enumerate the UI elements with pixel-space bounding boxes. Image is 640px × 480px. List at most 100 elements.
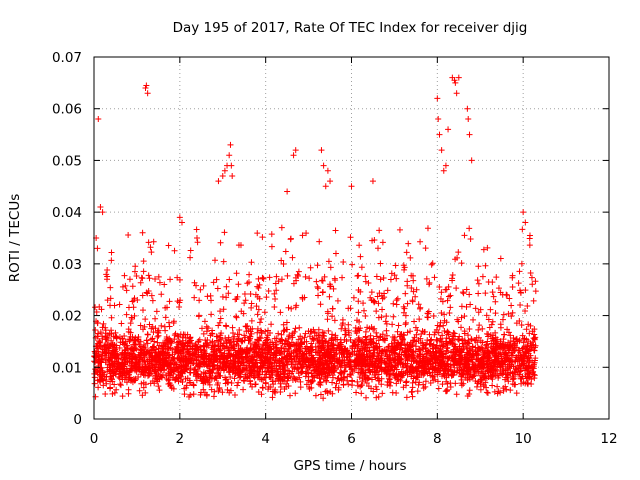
data-point: [484, 366, 491, 373]
data-point: [491, 388, 498, 395]
data-point: [483, 312, 490, 319]
data-point: [469, 359, 476, 366]
data-point: [411, 334, 418, 341]
data-point: [354, 328, 361, 335]
data-point: [377, 364, 384, 371]
data-point: [444, 348, 451, 355]
data-point: [215, 322, 222, 329]
data-point: [210, 359, 217, 366]
data-point: [94, 245, 101, 252]
data-point: [138, 380, 145, 387]
data-point: [248, 300, 255, 307]
data-point: [325, 353, 332, 360]
data-point: [402, 290, 409, 297]
data-point: [466, 391, 473, 398]
data-point: [508, 313, 515, 320]
data-point: [406, 367, 413, 374]
data-point: [346, 363, 353, 370]
data-point: [235, 363, 242, 370]
data-point: [476, 322, 483, 329]
data-point: [526, 235, 533, 242]
data-point: [289, 376, 296, 383]
data-point: [285, 382, 292, 389]
data-point: [104, 297, 111, 304]
data-point: [145, 272, 152, 279]
data-point: [144, 90, 151, 97]
data-point: [201, 318, 208, 325]
data-point: [399, 347, 406, 354]
data-point: [181, 343, 188, 350]
data-point: [484, 244, 491, 251]
data-point: [527, 352, 534, 359]
data-point: [424, 314, 431, 321]
data-point: [220, 306, 227, 313]
data-point: [463, 303, 470, 310]
data-point: [317, 349, 324, 356]
data-point: [391, 334, 398, 341]
data-point: [271, 303, 278, 310]
data-point: [302, 330, 309, 337]
data-point: [516, 318, 523, 325]
data-point: [138, 274, 145, 281]
data-point: [224, 386, 231, 393]
data-point: [223, 294, 230, 301]
data-point: [171, 247, 178, 254]
data-point: [382, 364, 389, 371]
data-point: [299, 295, 306, 302]
data-point: [201, 358, 208, 365]
data-point: [397, 360, 404, 367]
data-point: [341, 368, 348, 375]
data-point: [470, 371, 477, 378]
data-point: [295, 342, 302, 349]
data-point: [412, 293, 419, 300]
data-point: [123, 379, 130, 386]
data-point: [500, 385, 507, 392]
data-point: [354, 272, 361, 279]
data-point: [407, 254, 414, 261]
data-point: [429, 369, 436, 376]
data-point: [507, 387, 514, 394]
data-point: [187, 355, 194, 362]
data-point: [487, 306, 494, 313]
data-point: [126, 276, 133, 283]
data-point: [132, 337, 139, 344]
data-point: [154, 328, 161, 335]
data-point: [445, 126, 452, 133]
data-point: [420, 381, 427, 388]
data-point: [132, 377, 139, 384]
data-point: [287, 353, 294, 360]
data-point: [162, 314, 169, 321]
data-point: [449, 275, 456, 282]
data-point: [431, 356, 438, 363]
data-point: [354, 378, 361, 385]
data-point: [395, 361, 402, 368]
data-point: [289, 334, 296, 341]
data-point: [253, 303, 260, 310]
data-point: [453, 391, 460, 398]
data-point: [463, 286, 470, 293]
data-point: [183, 357, 190, 364]
data-point: [353, 352, 360, 359]
data-point: [516, 287, 523, 294]
data-point: [444, 387, 451, 394]
x-tick-label: 8: [433, 431, 442, 447]
data-point: [297, 368, 304, 375]
data-point: [411, 318, 418, 325]
data-point: [166, 372, 173, 379]
data-point: [217, 315, 224, 322]
data-point: [388, 362, 395, 369]
data-point: [461, 328, 468, 335]
data-point: [227, 374, 234, 381]
data-point: [108, 337, 115, 344]
data-point: [140, 352, 147, 359]
data-point: [438, 147, 445, 154]
data-point: [240, 377, 247, 384]
data-point: [187, 343, 194, 350]
data-point: [472, 362, 479, 369]
data-point: [442, 286, 449, 293]
data-point: [95, 348, 102, 355]
x-tick-label: 10: [515, 431, 532, 447]
data-point: [150, 238, 157, 245]
data-point: [483, 360, 490, 367]
data-point: [180, 362, 187, 369]
